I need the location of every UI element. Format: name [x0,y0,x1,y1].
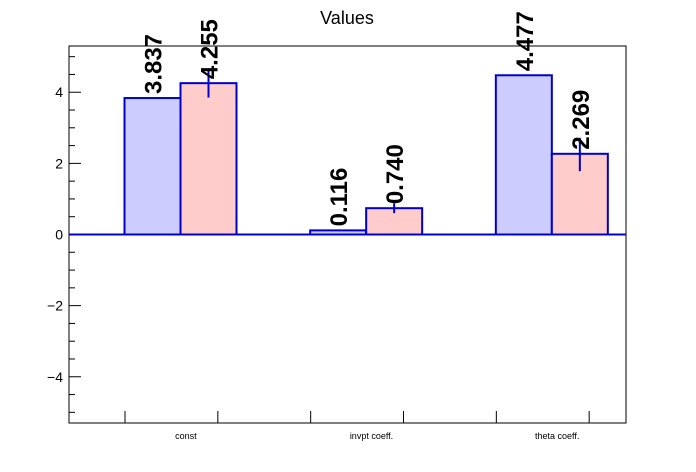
bar-value-label: 0.740 [382,144,409,204]
y-axis: −4 −2 0 2 4 [47,56,81,413]
error-bars-layer [207,69,581,214]
y-tick-label: −4 [47,369,63,385]
x-category-label: const [175,431,197,441]
bar-series2-0 [179,82,238,236]
x-category-label: invpt coeff. [350,431,393,441]
y-tick-label: 2 [55,155,63,171]
y-tick-label: 4 [55,84,63,100]
bar-labels-layer: 3.837 4.255 0.116 0.740 4.477 2.269 [141,11,595,226]
bar-value-label: 4.255 [197,19,224,79]
x-category-label: theta coeff. [535,431,579,441]
bar-value-label: 4.477 [512,11,539,71]
bars-layer [123,74,609,236]
bar-value-label: 2.269 [568,90,595,150]
chart-title: Values [320,8,374,28]
bar-value-label: 0.116 [326,168,353,227]
y-tick-label: −2 [47,298,63,314]
bar-value-label: 3.837 [141,34,168,94]
y-tick-label: 0 [55,227,63,243]
x-axis: const invpt coeff. theta coeff. [124,411,590,441]
bar-series1-0 [123,97,182,236]
bar-series1-2 [494,74,553,236]
